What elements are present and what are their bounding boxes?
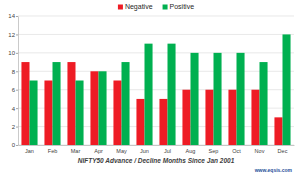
legend: Negative Positive [118, 3, 194, 11]
y-tick-label: 4 [12, 106, 16, 112]
bar [260, 62, 268, 145]
x-tick: Aug [186, 148, 196, 154]
x-tick: May [116, 148, 127, 154]
bar [30, 81, 38, 146]
y-tick-label: 0 [12, 142, 16, 148]
bars [21, 34, 290, 145]
y-tick: 2 [12, 124, 18, 130]
bar [205, 90, 213, 145]
legend-item: Negative [118, 3, 153, 11]
y-axis: 0 2 4 6 8 10 12 14 [8, 13, 18, 148]
x-tick-label: Dec [278, 148, 288, 154]
bar [122, 62, 130, 145]
bar [214, 53, 222, 145]
x-tick-label: Mar [71, 148, 81, 154]
y-tick-mark [16, 145, 18, 146]
grid-line [18, 34, 294, 35]
bar [136, 99, 144, 145]
grid [18, 16, 294, 145]
y-tick: 10 [8, 50, 18, 56]
legend-label: Negative [125, 3, 153, 11]
bar [99, 71, 107, 145]
plot: 0 2 4 6 8 10 12 14 Jan Feb Mar Apr May Jun Jul Aug Sep Oc… [8, 13, 294, 153]
y-tick-label: 14 [8, 13, 15, 19]
y-tick: 12 [8, 32, 18, 38]
y-tick-label: 12 [8, 32, 15, 38]
legend-label: Positive [170, 3, 195, 10]
x-tick: Oct [232, 148, 241, 154]
bar [113, 81, 121, 146]
bar [283, 34, 291, 145]
x-tick-label: Jan [25, 148, 34, 154]
legend-item: Positive [163, 3, 195, 10]
y-tick: 6 [12, 87, 18, 93]
y-tick: 4 [12, 106, 18, 112]
series [30, 34, 291, 145]
x-tick-label: Jul [164, 148, 171, 154]
x-tick-label: Oct [232, 148, 241, 154]
x-tick: Jun [140, 148, 149, 154]
chart: 0 2 4 6 8 10 12 14 Jan Feb Mar Apr May Jun Jul Aug Sep Oc… [0, 0, 300, 175]
y-tick: 14 [8, 13, 18, 19]
bar [53, 62, 61, 145]
x-tick: Apr [94, 148, 103, 154]
y-tick-mark [16, 108, 18, 109]
y-tick-mark [16, 34, 18, 35]
y-tick-label: 2 [12, 124, 16, 130]
x-tick-label: Sep [209, 148, 219, 154]
bar [191, 53, 199, 145]
bar [168, 44, 176, 145]
grid-line [18, 16, 294, 17]
bar [182, 90, 190, 145]
y-tick: 0 [12, 142, 18, 148]
legend-swatch [118, 5, 123, 10]
bar [251, 90, 259, 145]
x-tick-label: Feb [48, 148, 57, 154]
y-tick-mark [16, 53, 18, 54]
y-tick-label: 8 [12, 69, 16, 75]
x-tick: Jul [164, 148, 171, 154]
y-axis-line [18, 17, 19, 146]
y-tick: 8 [12, 69, 18, 75]
x-tick-label: Aug [186, 148, 196, 154]
title: NIFTY50 Advance / Decline Months Since J… [78, 157, 235, 164]
y-tick-label: 6 [12, 87, 16, 93]
x-tick: Jan [25, 148, 34, 154]
y-tick-mark [16, 71, 18, 72]
bar [237, 53, 245, 145]
y-tick-label: 10 [8, 50, 15, 56]
x-tick: Nov [255, 148, 265, 154]
y-tick-mark [16, 127, 18, 128]
x-tick-label: Nov [255, 148, 265, 154]
y-tick-mark [16, 16, 18, 17]
grid-line [18, 52, 294, 53]
y-tick-mark [16, 90, 18, 91]
x-tick-label: Apr [94, 148, 103, 154]
bar [21, 62, 29, 145]
x-axis: Jan Feb Mar Apr May Jun Jul Aug Sep Oct Nov Dec [19, 146, 295, 154]
annotation: www.eqsis.com [254, 167, 293, 173]
bar [67, 62, 75, 145]
x-tick: Feb [48, 148, 57, 154]
x-tick-label: May [116, 148, 127, 154]
bar [274, 117, 282, 145]
x-tick: Mar [71, 148, 81, 154]
bar [44, 81, 52, 146]
x-tick: Dec [278, 148, 288, 154]
x-tick: Sep [209, 148, 219, 154]
bar [159, 99, 167, 145]
bar [145, 44, 153, 145]
bar [90, 71, 98, 145]
bar [76, 81, 84, 146]
x-axis-line [19, 145, 295, 146]
x-tick-label: Jun [140, 148, 149, 154]
bar [228, 90, 236, 145]
legend-swatch [163, 5, 168, 10]
